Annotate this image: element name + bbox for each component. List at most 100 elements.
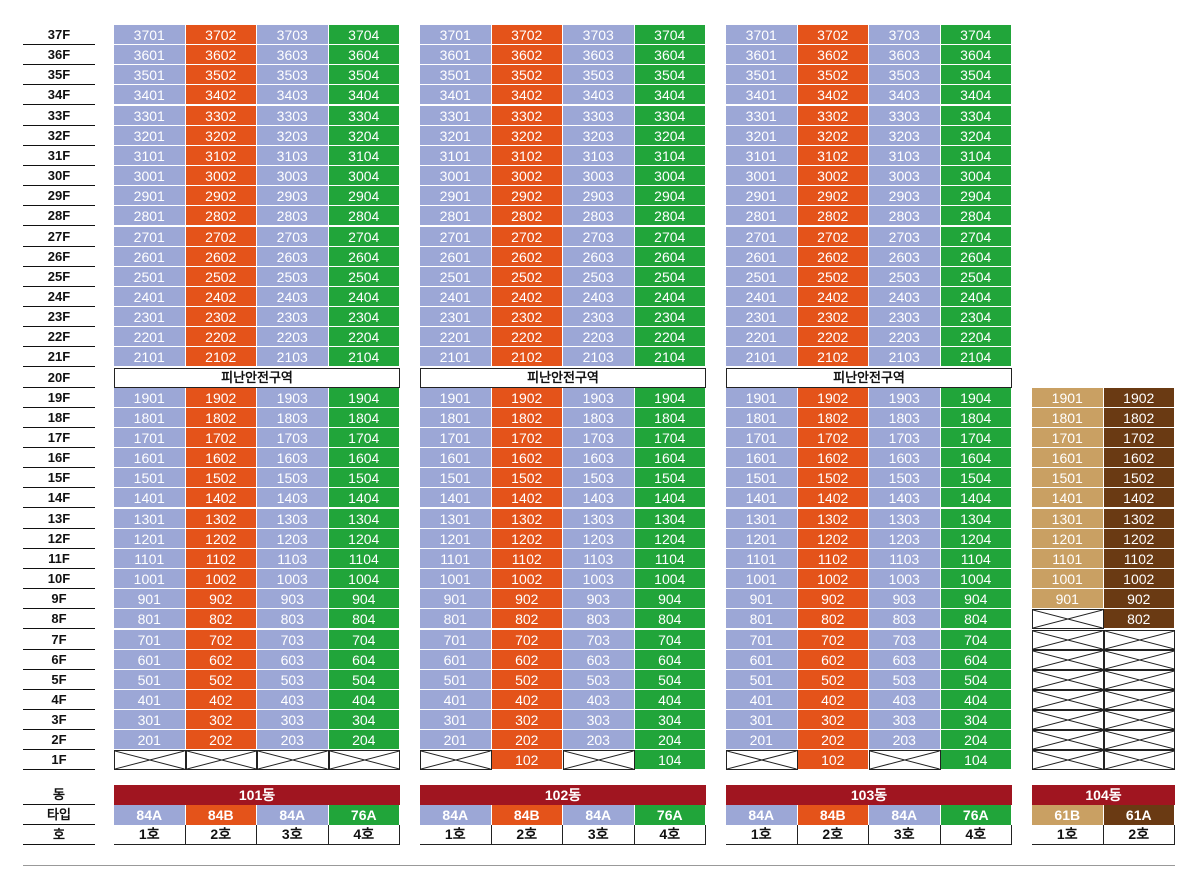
- unit-cell[interactable]: 1104: [634, 548, 706, 569]
- unit-cell[interactable]: 401: [726, 689, 798, 710]
- unit-cell[interactable]: 902: [797, 589, 869, 610]
- unit-cell[interactable]: 204: [940, 730, 1012, 751]
- unit-cell[interactable]: 3203: [563, 125, 635, 146]
- unit-cell[interactable]: 801: [726, 609, 798, 630]
- unit-cell[interactable]: 1404: [634, 488, 706, 509]
- unit-cell[interactable]: 2603: [869, 246, 941, 267]
- unit-cell[interactable]: 1302: [1103, 508, 1175, 529]
- unit-cell[interactable]: 1201: [1032, 528, 1104, 549]
- unit-cell[interactable]: 203: [257, 730, 329, 751]
- unit-cell[interactable]: 1601: [1032, 448, 1104, 469]
- unit-cell[interactable]: 1201: [420, 528, 492, 549]
- unit-cell[interactable]: 901: [726, 589, 798, 610]
- unit-cell[interactable]: 1001: [420, 569, 492, 590]
- unit-cell[interactable]: 2102: [491, 347, 563, 368]
- unit-cell[interactable]: 1402: [797, 488, 869, 509]
- unit-cell[interactable]: 1904: [940, 387, 1012, 408]
- unit-cell[interactable]: 802: [797, 609, 869, 630]
- unit-cell[interactable]: 1001: [1032, 569, 1104, 590]
- unit-cell[interactable]: 1702: [185, 428, 257, 448]
- unit-cell[interactable]: 2102: [185, 347, 257, 368]
- unit-cell[interactable]: 2301: [726, 307, 798, 328]
- unit-cell[interactable]: 503: [869, 669, 941, 690]
- unit-cell[interactable]: 1302: [185, 508, 257, 529]
- unit-cell[interactable]: 2804: [940, 206, 1012, 227]
- unit-cell[interactable]: 2602: [491, 246, 563, 267]
- unit-cell[interactable]: 1401: [1032, 488, 1104, 509]
- unit-cell[interactable]: 402: [491, 689, 563, 710]
- unit-cell[interactable]: 2202: [797, 327, 869, 348]
- unit-cell[interactable]: 601: [726, 649, 798, 670]
- unit-cell[interactable]: 2403: [257, 286, 329, 307]
- unit-cell[interactable]: 2703: [563, 226, 635, 247]
- unit-cell[interactable]: 1301: [420, 508, 492, 529]
- unit-cell[interactable]: 2403: [563, 286, 635, 307]
- unit-cell[interactable]: 3601: [114, 45, 186, 66]
- unit-cell[interactable]: 3001: [114, 166, 186, 187]
- unit-cell[interactable]: 2701: [420, 226, 492, 247]
- unit-cell[interactable]: 2904: [940, 186, 1012, 207]
- unit-cell[interactable]: 1303: [869, 508, 941, 529]
- unit-cell[interactable]: 202: [185, 730, 257, 751]
- unit-cell[interactable]: 1301: [1032, 508, 1104, 529]
- unit-cell[interactable]: 1902: [185, 387, 257, 408]
- unit-cell[interactable]: 1803: [563, 407, 635, 428]
- unit-cell[interactable]: 2501: [420, 266, 492, 287]
- unit-cell[interactable]: 501: [114, 669, 186, 690]
- unit-cell[interactable]: 1401: [420, 488, 492, 509]
- unit-cell[interactable]: 1903: [563, 387, 635, 408]
- unit-cell[interactable]: 1502: [185, 468, 257, 489]
- unit-cell[interactable]: 3503: [869, 65, 941, 86]
- unit-cell[interactable]: 2103: [869, 347, 941, 368]
- unit-cell[interactable]: 301: [114, 710, 186, 731]
- unit-cell[interactable]: 2502: [491, 266, 563, 287]
- unit-cell[interactable]: 2103: [257, 347, 329, 368]
- unit-cell[interactable]: 2303: [869, 307, 941, 328]
- unit-cell[interactable]: 902: [491, 589, 563, 610]
- unit-cell[interactable]: 1604: [940, 448, 1012, 469]
- unit-cell[interactable]: 2203: [563, 327, 635, 348]
- unit-cell[interactable]: 802: [1103, 609, 1175, 630]
- unit-cell[interactable]: 1402: [491, 488, 563, 509]
- unit-cell[interactable]: 2904: [328, 186, 400, 207]
- unit-cell[interactable]: 2202: [491, 327, 563, 348]
- unit-cell[interactable]: 1403: [869, 488, 941, 509]
- unit-cell[interactable]: 1403: [563, 488, 635, 509]
- unit-cell[interactable]: 1604: [634, 448, 706, 469]
- unit-cell[interactable]: 903: [869, 589, 941, 610]
- unit-cell[interactable]: 1604: [328, 448, 400, 469]
- unit-cell[interactable]: 804: [328, 609, 400, 630]
- unit-cell[interactable]: 1501: [114, 468, 186, 489]
- unit-cell[interactable]: 1602: [185, 448, 257, 469]
- unit-cell[interactable]: 304: [328, 710, 400, 731]
- unit-cell[interactable]: 2304: [634, 307, 706, 328]
- unit-cell[interactable]: 2803: [869, 206, 941, 227]
- unit-cell[interactable]: 904: [634, 589, 706, 610]
- unit-cell[interactable]: 2702: [185, 226, 257, 247]
- unit-cell[interactable]: 2202: [185, 327, 257, 348]
- unit-cell[interactable]: 2603: [257, 246, 329, 267]
- unit-cell[interactable]: 1102: [491, 548, 563, 569]
- unit-cell[interactable]: 2903: [257, 186, 329, 207]
- unit-cell[interactable]: 2603: [563, 246, 635, 267]
- unit-cell[interactable]: 3004: [940, 166, 1012, 187]
- unit-cell[interactable]: 1802: [797, 407, 869, 428]
- unit-cell[interactable]: 2301: [420, 307, 492, 328]
- unit-cell[interactable]: 903: [257, 589, 329, 610]
- unit-cell[interactable]: 404: [328, 689, 400, 710]
- unit-cell[interactable]: 504: [634, 669, 706, 690]
- unit-cell[interactable]: 1403: [257, 488, 329, 509]
- unit-cell[interactable]: 604: [634, 649, 706, 670]
- unit-cell[interactable]: 702: [797, 629, 869, 650]
- unit-cell[interactable]: 3603: [869, 45, 941, 66]
- unit-cell[interactable]: 2302: [797, 307, 869, 328]
- unit-cell[interactable]: 704: [634, 629, 706, 650]
- unit-cell[interactable]: 1004: [634, 569, 706, 590]
- unit-cell[interactable]: 303: [563, 710, 635, 731]
- unit-cell[interactable]: 2104: [328, 347, 400, 368]
- unit-cell[interactable]: 1302: [491, 508, 563, 529]
- unit-cell[interactable]: 3201: [726, 125, 798, 146]
- unit-cell[interactable]: 1002: [797, 569, 869, 590]
- unit-cell[interactable]: 502: [491, 669, 563, 690]
- unit-cell[interactable]: 1001: [726, 569, 798, 590]
